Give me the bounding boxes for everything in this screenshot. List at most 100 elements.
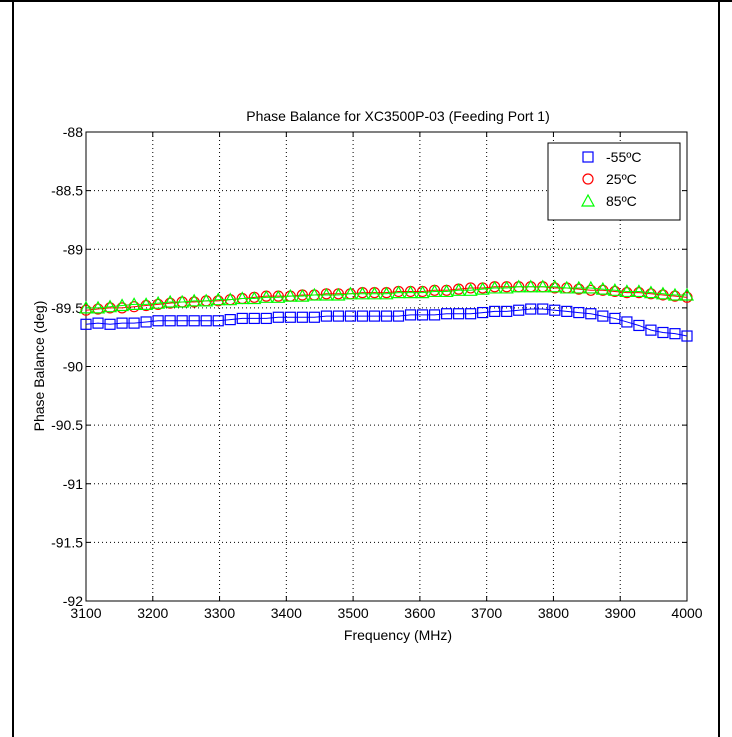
- data-point: [463, 283, 478, 296]
- data-point: [380, 310, 393, 322]
- data-point: [259, 290, 274, 303]
- x-tick-label: 3300: [204, 605, 235, 621]
- data-point: [439, 284, 454, 298]
- data-point: [523, 279, 538, 293]
- data-point: [667, 287, 682, 301]
- data-point: [152, 298, 164, 310]
- data-point: [465, 308, 477, 320]
- data-point: [428, 309, 441, 321]
- y-tick-label: -88.5: [51, 183, 83, 199]
- data-point: [535, 279, 550, 293]
- data-point: [367, 286, 382, 300]
- data-point: [669, 328, 681, 340]
- data-point: [295, 288, 310, 302]
- data-point: [320, 310, 332, 322]
- data-point: [595, 281, 610, 295]
- data-point: [296, 311, 308, 323]
- data-point: [92, 317, 104, 329]
- y-tick-label: -90: [63, 359, 83, 375]
- data-point: [561, 305, 573, 317]
- y-axis-ticks: -92 -91.5 -91 -90.5 -90 -89.5 -89 -88.5 -88: [51, 124, 687, 609]
- data-point: [284, 311, 296, 323]
- data-point: [392, 310, 405, 322]
- x-axis-ticks: 3100 3200 3300 3400 3500 3600 3700 3800 3900 4000: [70, 132, 703, 621]
- data-point: [164, 297, 176, 309]
- x-tick-label: 4000: [671, 605, 702, 621]
- data-point: [271, 290, 286, 303]
- series-layer: [78, 279, 695, 342]
- data-point: [248, 312, 260, 325]
- data-point: [549, 304, 561, 316]
- data-point: [140, 316, 152, 328]
- data-point: [391, 285, 406, 299]
- data-point: [272, 311, 284, 323]
- data-point: [679, 287, 695, 301]
- y-tick-label: -91: [63, 476, 83, 492]
- data-point: [78, 300, 94, 314]
- data-point: [465, 282, 477, 294]
- data-point: [525, 303, 537, 315]
- data-point: [163, 294, 178, 308]
- legend-label: 85ºC: [606, 193, 637, 209]
- data-point: [212, 315, 224, 327]
- data-point: [224, 314, 236, 326]
- y-tick-label: -88: [63, 124, 83, 140]
- data-point: [332, 310, 345, 322]
- data-point: [597, 284, 609, 296]
- data-point: [621, 287, 633, 299]
- data-point: [657, 326, 669, 339]
- x-tick-label: 3700: [471, 605, 502, 621]
- data-point: [404, 309, 417, 321]
- data-point: [655, 286, 670, 300]
- data-point: [609, 312, 621, 325]
- x-tick-label: 3100: [70, 605, 101, 621]
- data-point: [176, 315, 188, 327]
- y-tick-label: -90.5: [51, 417, 83, 433]
- data-point: [681, 330, 693, 342]
- data-point: [187, 293, 202, 307]
- data-point: [609, 285, 621, 298]
- data-point: [236, 312, 248, 325]
- data-point: [223, 292, 238, 306]
- data-point: [607, 283, 622, 296]
- data-point: [537, 303, 549, 315]
- data-point: [247, 291, 262, 305]
- data-point: [127, 297, 142, 310]
- chart-title: Phase Balance for XC3500P-03 (Feeding Po…: [246, 108, 550, 124]
- data-point: [415, 285, 430, 299]
- x-tick-label: 3200: [137, 605, 168, 621]
- data-point: [669, 290, 681, 302]
- data-point: [621, 316, 633, 328]
- legend-marker: [582, 151, 594, 163]
- data-point: [80, 318, 92, 330]
- data-point: [631, 284, 646, 298]
- data-point: [260, 312, 272, 325]
- data-point: [200, 315, 212, 327]
- data-point: [308, 311, 320, 323]
- data-point: [151, 295, 166, 309]
- data-point: [91, 300, 106, 314]
- data-point: [547, 279, 562, 293]
- data-point: [319, 287, 334, 301]
- data-point: [331, 287, 346, 301]
- data-point: [416, 309, 429, 321]
- data-point: [140, 299, 152, 312]
- data-point: [103, 299, 118, 313]
- legend-box: [547, 142, 681, 221]
- data-point: [199, 293, 214, 307]
- data-point: [571, 280, 586, 294]
- data-point: [427, 284, 442, 298]
- data-point: [477, 306, 489, 319]
- y-tick-label: -91.5: [51, 534, 83, 550]
- data-point: [645, 288, 657, 300]
- data-point: [573, 306, 585, 319]
- data-point: [403, 285, 418, 299]
- legend-marker: [582, 173, 594, 185]
- data-point: [499, 280, 514, 294]
- series-group: [78, 279, 695, 314]
- y-tick-label: -89.5: [51, 300, 83, 316]
- data-point: [513, 304, 525, 316]
- data-point: [559, 280, 574, 294]
- data-point: [475, 281, 490, 295]
